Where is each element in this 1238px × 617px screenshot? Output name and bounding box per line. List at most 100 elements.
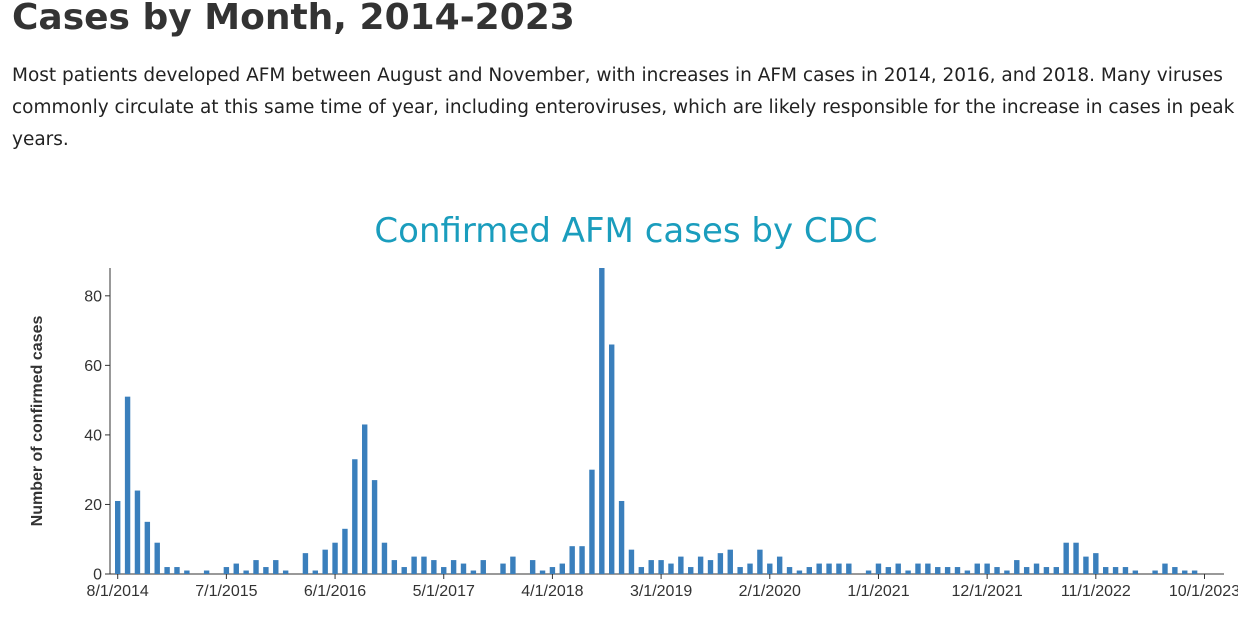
bar-10-1-2020[interactable] bbox=[846, 563, 852, 574]
bar-4-1-2022[interactable] bbox=[1023, 567, 1030, 574]
bar-7-1-2016[interactable] bbox=[342, 528, 348, 574]
bar-3-1-2016[interactable] bbox=[302, 553, 309, 574]
bar-4-1-2021[interactable] bbox=[905, 570, 911, 574]
bar-8-1-2022[interactable] bbox=[1063, 542, 1069, 574]
bar-8-1-2016[interactable] bbox=[352, 459, 358, 574]
bar-6-1-2023[interactable] bbox=[1162, 563, 1168, 574]
bar-11-1-2021[interactable] bbox=[974, 563, 980, 574]
bar-3-1-2015[interactable] bbox=[184, 570, 190, 574]
bar-5-1-2020[interactable] bbox=[796, 570, 803, 574]
bar-7-1-2019[interactable] bbox=[697, 556, 704, 574]
bar-4-1-2019[interactable] bbox=[668, 563, 674, 574]
bar-1-1-2019[interactable] bbox=[638, 567, 645, 574]
bar-8-1-2014[interactable] bbox=[115, 500, 121, 574]
bar-9-1-2014[interactable] bbox=[124, 396, 131, 574]
bar-12-1-2022[interactable] bbox=[1103, 567, 1109, 574]
bar-4-1-2016[interactable] bbox=[312, 570, 318, 574]
bar-11-1-2016[interactable] bbox=[381, 542, 388, 574]
bar-7-1-2023[interactable] bbox=[1172, 567, 1178, 574]
bar-6-1-2016[interactable] bbox=[332, 542, 338, 574]
bar-11-1-2018[interactable] bbox=[618, 500, 625, 574]
bar-6-1-2021[interactable] bbox=[925, 563, 931, 574]
bar-7-1-2020[interactable] bbox=[816, 563, 822, 574]
bar-5-1-2018[interactable] bbox=[559, 563, 565, 574]
bar-6-1-2022[interactable] bbox=[1043, 567, 1050, 574]
bar-9-1-2019[interactable] bbox=[717, 553, 724, 574]
bar-3-1-2021[interactable] bbox=[895, 563, 901, 574]
bar-12-1-2020[interactable] bbox=[865, 570, 872, 574]
bar-4-1-2017[interactable] bbox=[431, 560, 437, 574]
bar-8-1-2021[interactable] bbox=[944, 567, 951, 574]
bar-11-1-2017[interactable] bbox=[500, 563, 506, 574]
bar-10-1-2016[interactable] bbox=[371, 480, 378, 574]
bar-3-1-2018[interactable] bbox=[539, 570, 546, 574]
bar-11-1-2015[interactable] bbox=[263, 567, 269, 574]
bar-6-1-2019[interactable] bbox=[688, 567, 694, 574]
bar-2-1-2017[interactable] bbox=[411, 556, 417, 574]
bar-12-1-2016[interactable] bbox=[391, 560, 398, 574]
bar-10-1-2015[interactable] bbox=[253, 560, 259, 574]
bar-10-1-2019[interactable] bbox=[727, 549, 733, 574]
bar-1-1-2017[interactable] bbox=[401, 567, 407, 574]
bar-5-1-2019[interactable] bbox=[678, 556, 684, 574]
bar-12-1-2017[interactable] bbox=[510, 556, 516, 574]
bar-3-1-2017[interactable] bbox=[421, 556, 427, 574]
bar-4-1-2018[interactable] bbox=[549, 567, 556, 574]
bar-8-1-2017[interactable] bbox=[470, 570, 477, 574]
bar-2-1-2020[interactable] bbox=[767, 563, 773, 574]
bar-8-1-2020[interactable] bbox=[826, 563, 832, 574]
bar-8-1-2023[interactable] bbox=[1182, 570, 1188, 574]
bar-7-1-2018[interactable] bbox=[579, 546, 585, 574]
bar-9-1-2018[interactable] bbox=[599, 268, 605, 574]
bar-9-1-2020[interactable] bbox=[836, 563, 842, 574]
bar-11-1-2022[interactable] bbox=[1093, 553, 1099, 574]
bar-1-1-2023[interactable] bbox=[1112, 567, 1119, 574]
bar-1-1-2020[interactable] bbox=[757, 549, 763, 574]
bar-9-1-2021[interactable] bbox=[954, 567, 961, 574]
bar-2-1-2015[interactable] bbox=[174, 567, 180, 574]
bar-10-1-2014[interactable] bbox=[134, 490, 141, 574]
bar-9-1-2015[interactable] bbox=[243, 570, 249, 574]
bar-8-1-2015[interactable] bbox=[233, 563, 239, 574]
bar-11-1-2019[interactable] bbox=[737, 567, 743, 574]
bar-7-1-2022[interactable] bbox=[1053, 567, 1059, 574]
bar-9-1-2016[interactable] bbox=[362, 424, 368, 574]
bar-4-1-2020[interactable] bbox=[786, 567, 793, 574]
bar-2-1-2023[interactable] bbox=[1122, 567, 1129, 574]
bar-1-1-2016[interactable] bbox=[282, 570, 289, 574]
bar-10-1-2022[interactable] bbox=[1083, 556, 1089, 574]
bar-11-1-2014[interactable] bbox=[144, 521, 151, 574]
bar-3-1-2022[interactable] bbox=[1014, 560, 1020, 574]
bar-7-1-2015[interactable] bbox=[223, 567, 230, 574]
bar-2-1-2022[interactable] bbox=[1004, 570, 1010, 574]
bar-12-1-2019[interactable] bbox=[747, 563, 753, 574]
bar-5-1-2021[interactable] bbox=[915, 563, 921, 574]
bar-12-1-2021[interactable] bbox=[984, 563, 990, 574]
bar-8-1-2018[interactable] bbox=[589, 469, 595, 574]
bar-3-1-2023[interactable] bbox=[1132, 570, 1139, 574]
bar-2-1-2018[interactable] bbox=[529, 560, 536, 574]
bar-1-1-2022[interactable] bbox=[994, 567, 1000, 574]
bar-6-1-2017[interactable] bbox=[450, 560, 457, 574]
bar-6-1-2018[interactable] bbox=[569, 546, 575, 574]
bar-3-1-2020[interactable] bbox=[776, 556, 783, 574]
bar-9-1-2023[interactable] bbox=[1191, 570, 1198, 574]
bar-2-1-2019[interactable] bbox=[648, 560, 654, 574]
bar-12-1-2015[interactable] bbox=[273, 560, 279, 574]
bar-9-1-2017[interactable] bbox=[480, 560, 486, 574]
bar-7-1-2017[interactable] bbox=[460, 563, 467, 574]
bar-5-1-2015[interactable] bbox=[203, 570, 210, 574]
bar-7-1-2021[interactable] bbox=[935, 567, 941, 574]
bar-5-1-2022[interactable] bbox=[1033, 563, 1040, 574]
bar-5-1-2017[interactable] bbox=[441, 567, 447, 574]
bar-3-1-2019[interactable] bbox=[658, 560, 664, 574]
bar-8-1-2019[interactable] bbox=[707, 560, 714, 574]
bar-12-1-2018[interactable] bbox=[628, 549, 635, 574]
bar-1-1-2015[interactable] bbox=[164, 567, 170, 574]
bar-9-1-2022[interactable] bbox=[1073, 542, 1079, 574]
bar-5-1-2016[interactable] bbox=[322, 549, 328, 574]
bar-1-1-2021[interactable] bbox=[875, 563, 882, 574]
bar-6-1-2020[interactable] bbox=[806, 567, 812, 574]
bar-5-1-2023[interactable] bbox=[1152, 570, 1158, 574]
bar-2-1-2021[interactable] bbox=[885, 567, 892, 574]
